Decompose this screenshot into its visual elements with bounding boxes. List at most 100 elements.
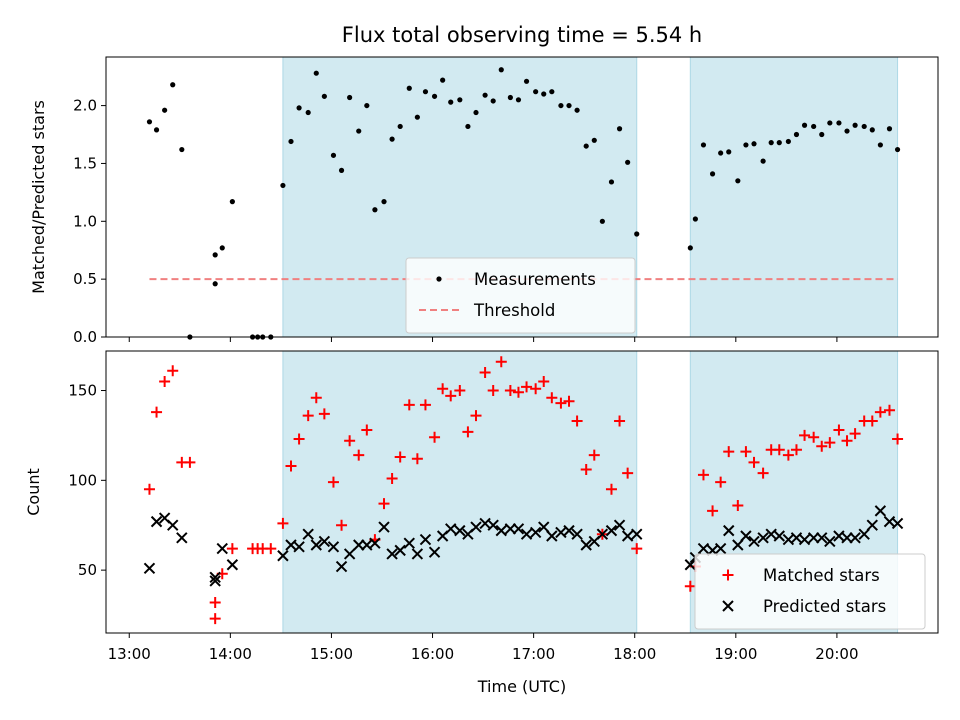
data-point (209, 575, 221, 587)
data-point (523, 78, 530, 84)
data-point (226, 559, 239, 571)
data-point (827, 120, 833, 126)
y-tick-label: 100 (68, 471, 97, 489)
legend-label: Matched stars (763, 566, 880, 585)
data-point (285, 460, 297, 472)
data-point (293, 433, 305, 445)
data-point (428, 546, 441, 558)
data-point (852, 122, 858, 128)
data-point (874, 406, 886, 418)
data-point (422, 89, 429, 95)
data-point (176, 532, 188, 544)
data-point (167, 365, 179, 377)
data-point (372, 207, 378, 213)
data-point (799, 429, 811, 441)
data-point (776, 140, 782, 146)
data-point (507, 94, 513, 101)
data-point (616, 126, 623, 132)
data-point (726, 149, 732, 155)
data-point (844, 128, 850, 134)
data-point (740, 446, 752, 458)
legend-box (694, 553, 926, 630)
data-point (614, 415, 626, 427)
data-point (571, 415, 583, 427)
ratio-legend: Measurements Threshold (405, 257, 636, 334)
ratio-panel-frame (105, 56, 939, 338)
data-point (751, 141, 757, 147)
matched-star-points (143, 356, 904, 625)
ratio-axis-ticks: 0.0 0.5 1.0 1.5 2.0 (73, 97, 838, 346)
data-point (313, 70, 319, 76)
legend-label: Measurements (474, 270, 596, 289)
data-point (768, 140, 774, 146)
data-point (613, 519, 626, 531)
y-tick-label: 0.0 (73, 328, 97, 346)
data-point (336, 519, 348, 531)
data-point (816, 532, 828, 544)
data-point (394, 544, 406, 557)
data-point (479, 367, 491, 379)
data-point (833, 424, 845, 436)
data-point (591, 137, 597, 143)
data-point (841, 532, 853, 544)
data-point (732, 539, 744, 551)
data-point (150, 515, 163, 528)
data-point (892, 433, 904, 445)
data-point (580, 464, 592, 476)
data-point (558, 102, 564, 109)
data-point (293, 541, 305, 553)
data-point (512, 386, 524, 398)
data-point (344, 435, 356, 447)
x-tick-label: 16:00 (411, 645, 454, 663)
data-point (608, 179, 615, 185)
data-point (302, 528, 314, 540)
data-point (445, 523, 457, 535)
data-point (347, 94, 353, 101)
data-point (874, 505, 887, 517)
data-point (209, 613, 221, 625)
y-tick-label: 2.0 (73, 97, 97, 115)
data-point (167, 519, 179, 531)
data-point (389, 136, 395, 142)
data-point (515, 97, 522, 103)
data-point (411, 548, 424, 560)
data-point (403, 399, 415, 411)
count-panel-frame (105, 350, 939, 634)
data-point (440, 77, 446, 83)
data-point (563, 395, 575, 407)
data-point (605, 524, 618, 537)
data-point (153, 127, 160, 133)
data-point (891, 517, 904, 530)
data-point (179, 146, 185, 153)
data-point (697, 469, 709, 481)
data-point (748, 535, 760, 548)
data-point (869, 127, 875, 133)
data-point (386, 548, 398, 560)
data-point (151, 406, 163, 418)
count-axis-ticks: 50 100 150 13:00 14:00 15:00 16:00 17:00 18:00 19… (68, 382, 858, 663)
data-point (520, 528, 533, 540)
data-point (411, 453, 423, 465)
data-point (533, 89, 539, 95)
data-point (305, 109, 311, 116)
data-point (219, 245, 225, 251)
data-point (596, 528, 609, 540)
data-point (335, 560, 348, 573)
data-point (419, 533, 432, 546)
data-point (866, 415, 878, 427)
data-point (836, 120, 842, 126)
data-point (498, 67, 504, 73)
data-point (757, 467, 769, 479)
data-point (159, 376, 171, 388)
data-point (146, 119, 153, 125)
data-point (302, 410, 314, 422)
legend-marker (722, 569, 734, 581)
data-point (801, 122, 808, 128)
x-tick-label: 20:00 (815, 645, 858, 663)
data-point (886, 126, 893, 132)
x-tick-label: 13:00 (108, 645, 151, 663)
chart-title: Flux total observing time = 5.54 h (342, 23, 702, 47)
data-point (490, 98, 496, 104)
data-point (566, 102, 572, 109)
data-point (861, 123, 867, 130)
